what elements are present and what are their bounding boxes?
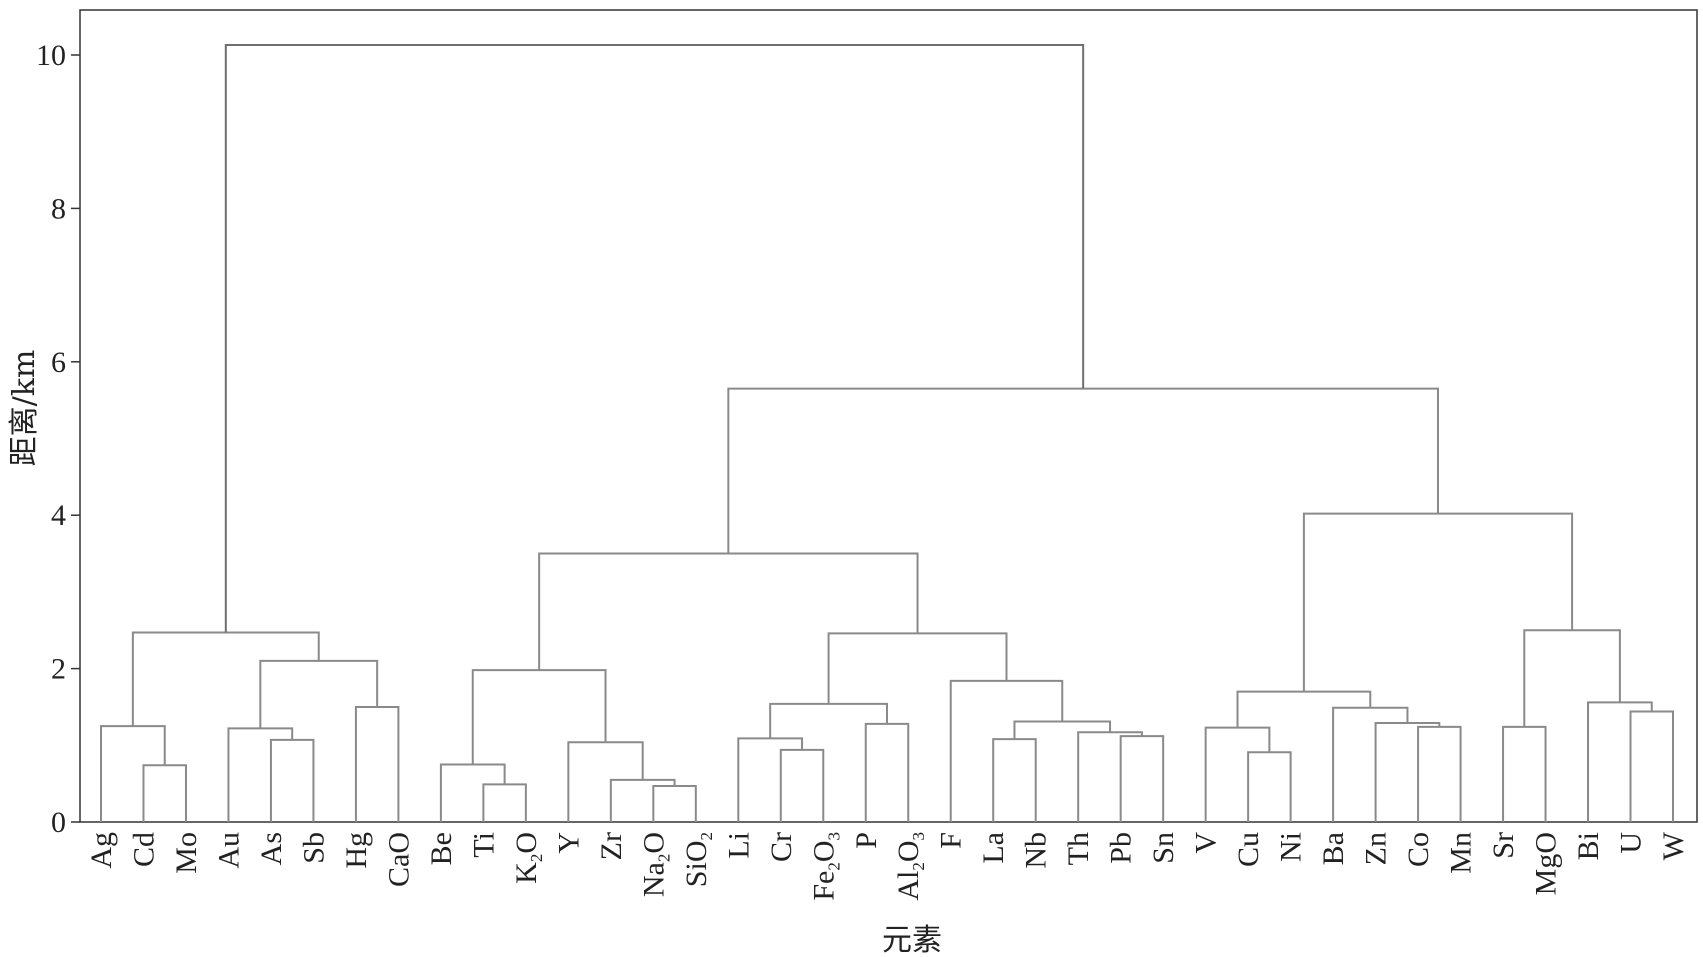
leaf-label: As — [255, 832, 288, 865]
leaf-label: F — [935, 832, 968, 849]
leaf-label: Mn — [1445, 832, 1478, 874]
dendrogram-link — [131, 631, 320, 727]
leaf-label: Li — [722, 832, 755, 859]
y-axis: 0 2 4 6 8 10 — [36, 39, 80, 839]
dendrogram-link — [1247, 751, 1292, 822]
dendrogram-link — [779, 748, 825, 822]
leaf-label: W — [1657, 831, 1690, 860]
leaf-label: P — [850, 832, 883, 849]
dendrogram-link — [1204, 726, 1271, 822]
dendrogram-link — [949, 679, 1064, 822]
leaf-label: Be — [425, 832, 458, 865]
leaf-label: Ba — [1317, 832, 1350, 865]
leaf-label: Sn — [1147, 832, 1180, 864]
dendrogram-link — [354, 705, 400, 822]
dendrogram-link — [1587, 701, 1653, 822]
leaf-label: Sb — [297, 832, 330, 864]
leaf-labels: Ag Cd Mo Au As Sb Hg CaO Be Ti K2O Y Zr Na2O SiO2 Li Cr F… — [85, 831, 1690, 900]
dendrogram-link — [1236, 690, 1372, 728]
leaf-label: Mo — [170, 832, 203, 874]
leaf-label: Cu — [1232, 832, 1265, 867]
dendrogram-link — [1417, 725, 1462, 822]
dendrogram-link — [727, 387, 1439, 554]
leaf-label: Ag — [85, 832, 118, 869]
dendrogram-links — [100, 44, 1674, 822]
leaf-label: Th — [1062, 832, 1095, 865]
leaf-label: Co — [1402, 832, 1435, 867]
leaf-label: Au — [212, 832, 245, 869]
y-axis-title: 距离/km — [7, 350, 42, 467]
leaf-label: Nb — [1020, 832, 1053, 869]
dendrogram-link — [1119, 735, 1165, 822]
y-tick-label: 4 — [51, 499, 66, 532]
leaf-label: Cr — [765, 832, 798, 862]
dendrogram-link — [439, 763, 506, 822]
leaf-label: La — [977, 832, 1010, 864]
dendrogram-link — [227, 727, 294, 822]
leaf-label: U — [1615, 832, 1648, 854]
leaf-label: Zn — [1360, 832, 1393, 865]
dendrogram-link — [864, 722, 910, 822]
plot-frame — [79, 9, 1698, 823]
dendrogram-link — [992, 738, 1037, 822]
leaf-label: Y — [552, 832, 585, 854]
dendrogram-link — [471, 669, 607, 765]
leaf-label: Zr — [595, 832, 628, 860]
dendrogram-link — [1013, 720, 1112, 740]
leaf-label: Pb — [1105, 832, 1138, 864]
dendrogram-link — [482, 783, 527, 822]
leaf-label: Bi — [1572, 832, 1605, 860]
dendrogram-link — [1302, 512, 1574, 692]
dendrogram-link — [1502, 725, 1547, 822]
dendrogram-link — [224, 44, 1085, 633]
dendrogram-link — [1332, 706, 1409, 822]
leaf-label: Al2O3 — [892, 832, 928, 901]
dendrogram-link — [259, 659, 379, 729]
leaf-label: MgO — [1530, 832, 1563, 895]
leaf-label: Sr — [1487, 832, 1520, 859]
dendrogram-link — [652, 784, 697, 822]
dendrogram-link — [737, 737, 804, 822]
leaf-label: Hg — [340, 832, 373, 869]
dendrogram-link — [1374, 722, 1441, 822]
y-tick-label: 2 — [51, 653, 66, 686]
leaf-label: SiO2 — [680, 832, 716, 887]
dendrogram-link — [769, 702, 888, 739]
y-tick-label: 0 — [51, 806, 66, 839]
y-tick-label: 10 — [36, 39, 66, 72]
leaf-label: Cd — [127, 832, 160, 867]
leaf-label: V — [1190, 832, 1223, 854]
leaf-label: Ni — [1275, 832, 1308, 862]
x-axis-title: 元素 — [882, 923, 942, 957]
dendrogram-link — [100, 725, 166, 822]
dendrogram-link — [827, 632, 1008, 704]
y-tick-label: 6 — [51, 346, 66, 379]
dendrogram-link — [538, 552, 919, 671]
leaf-label: Ti — [467, 832, 500, 858]
dendrogram-link — [269, 738, 315, 822]
dendrogram-link — [567, 741, 644, 822]
leaf-label: CaO — [382, 832, 415, 887]
dendrogram-link — [142, 764, 187, 822]
y-tick-label: 8 — [51, 192, 66, 225]
leaf-label: Fe2O3 — [807, 832, 843, 901]
leaf-label: Na2O — [637, 832, 673, 897]
dendrogram-link — [1077, 731, 1143, 822]
dendrogram-link — [1629, 710, 1674, 822]
leaf-label: K2O — [510, 832, 546, 884]
dendrogram-link — [1523, 629, 1621, 727]
